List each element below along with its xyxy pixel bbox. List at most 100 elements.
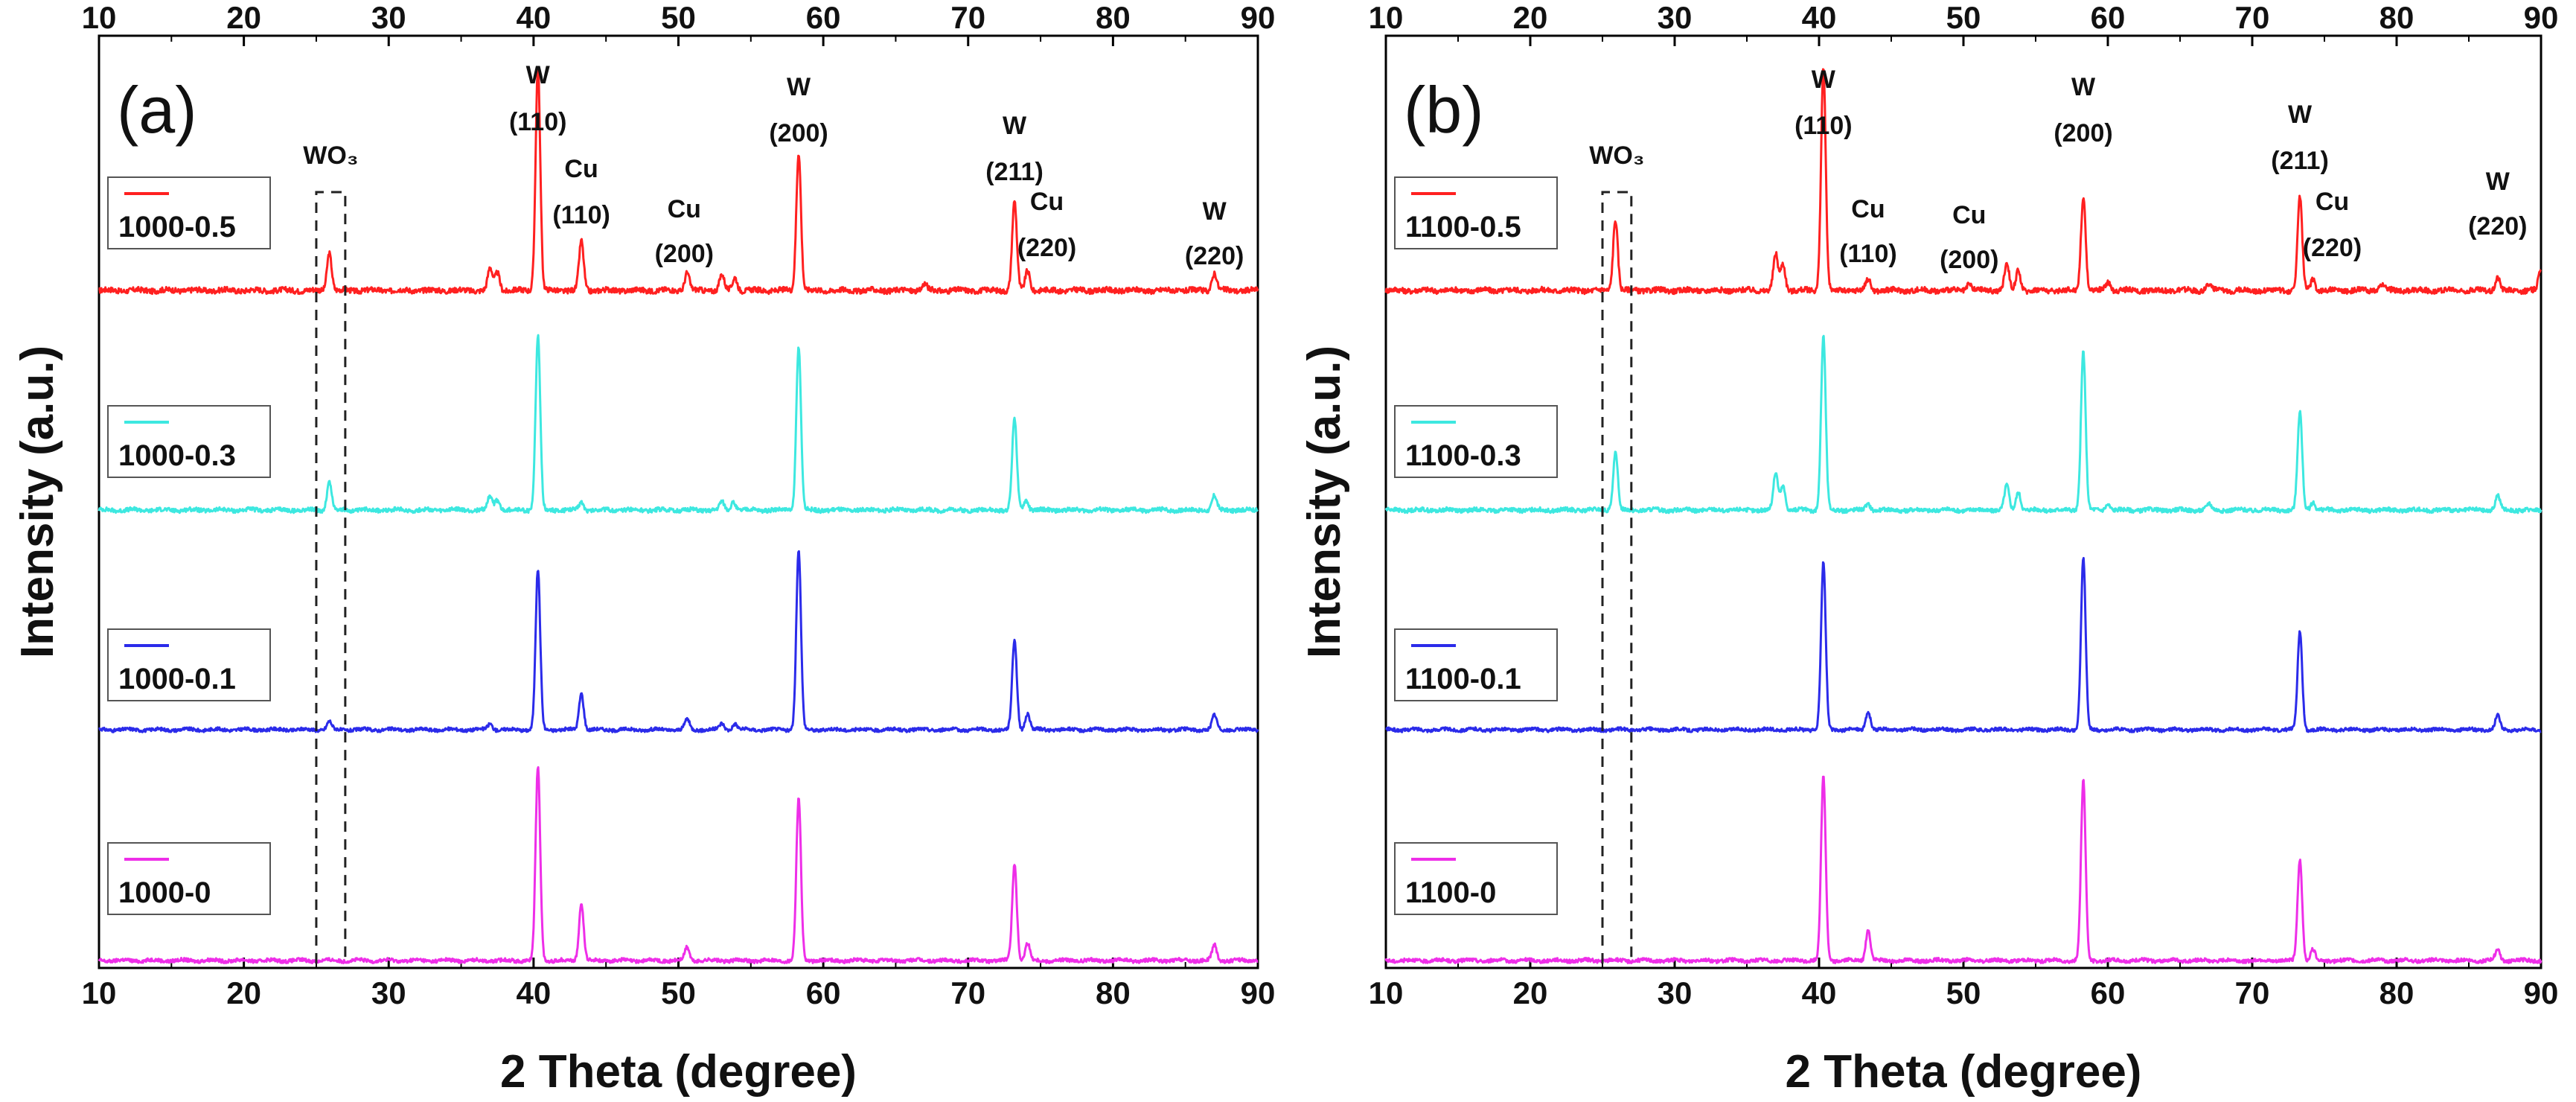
chart-panel-b: 10 10 20 20 30 30 40 40 50 50 60 60 70 70 80 80 90 90 2 Th… <box>1299 0 2558 1098</box>
legend-box <box>1394 628 1558 701</box>
legend-label: 1000-0.5 <box>118 211 236 243</box>
wo3-dashed-box <box>1601 191 1633 964</box>
peak-label-line1: W <box>1203 197 1227 226</box>
peak-label-line1: W <box>1003 112 1027 140</box>
peak-label-line1: Cu <box>564 155 598 183</box>
x-tick-label: 30 <box>1658 975 1693 1010</box>
x-tick-label: 10 <box>82 975 117 1010</box>
legend-label: 1000-0.1 <box>118 663 236 695</box>
peak-label-line1: W <box>2071 73 2096 101</box>
x-tick-label: 70 <box>2235 975 2270 1010</box>
series-line-1100-0.5 <box>1384 68 2542 296</box>
legend-1000-0.3: 1000-0.3 <box>107 405 271 478</box>
x-tick-label: 40 <box>1802 975 1837 1010</box>
legend-1100-0.1: 1100-0.1 <box>1394 628 1558 701</box>
peak-label-line2: (200) <box>655 240 714 268</box>
x-tick-label: 90 <box>2524 975 2559 1010</box>
series-line-1000-0.1 <box>98 550 1259 733</box>
x-axis-title: 2 Theta (degree) <box>500 1046 857 1098</box>
x-tick-label: 30 <box>371 975 406 1010</box>
peak-label-line1: W <box>2288 101 2313 129</box>
peak-label-line1: Cu <box>1952 201 1986 229</box>
legend-label: 1100-0.5 <box>1405 211 1521 243</box>
x-tick-label-top: 40 <box>1802 0 1837 35</box>
x-tick-label-top: 20 <box>226 0 261 35</box>
peak-label-line2: (110) <box>1839 240 1897 268</box>
legend-box <box>1394 842 1558 915</box>
legend-box <box>107 176 271 249</box>
x-tick-label: 50 <box>1946 975 1981 1010</box>
peak-label-line1: Cu <box>668 195 701 223</box>
series-line-1100-0.3 <box>1384 334 2543 515</box>
chart-panel-a: 10 10 20 20 30 30 40 40 50 50 60 60 70 70 80 80 90 90 2 Th… <box>12 0 1275 1098</box>
legend-box <box>107 405 271 478</box>
legend-label: 1000-0.3 <box>118 439 236 472</box>
peak-label-line1: W <box>787 73 811 101</box>
x-tick-label-top: 40 <box>517 0 552 35</box>
legend-label: 1100-0 <box>1405 876 1496 909</box>
legend-1100-0.5: 1100-0.5 <box>1394 176 1558 249</box>
legend-1100-0: 1100-0 <box>1394 842 1558 915</box>
x-tick-label: 60 <box>806 975 841 1010</box>
peak-label-line2: (200) <box>769 119 828 147</box>
x-tick-label-top: 90 <box>2524 0 2559 35</box>
peak-label-line2: (110) <box>509 108 567 136</box>
series-line-1100-0.1 <box>1385 557 2542 733</box>
panel-label: (b) <box>1404 73 1484 147</box>
legend-1000-0.1: 1000-0.1 <box>107 628 271 701</box>
legend-1000-0.5: 1000-0.5 <box>107 176 271 249</box>
series-line-1000-0 <box>98 766 1259 964</box>
series-line-1000-0.5 <box>98 67 1259 296</box>
peak-label-line2: (200) <box>1940 246 1998 274</box>
x-tick-label-top: 90 <box>1241 0 1276 35</box>
plot-frame <box>98 34 1259 969</box>
series-line-1000-0.3 <box>98 334 1259 515</box>
legend-label: 1100-0.3 <box>1405 439 1521 472</box>
legend-box <box>1394 176 1558 249</box>
legend-box <box>107 842 271 915</box>
x-tick-label-top: 80 <box>1096 0 1131 35</box>
peak-label-line1: W <box>1812 66 1836 94</box>
y-axis-title: Intensity (a.u.) <box>12 345 63 658</box>
legend-label: 1100-0.1 <box>1405 663 1521 695</box>
x-tick-label: 20 <box>226 975 261 1010</box>
x-tick-label-top: 50 <box>661 0 696 35</box>
x-tick-label-top: 70 <box>2235 0 2270 35</box>
x-tick-label: 40 <box>517 975 552 1010</box>
x-tick-label: 10 <box>1369 975 1404 1010</box>
peak-label-line2: (220) <box>2468 212 2527 241</box>
peak-label-line2: (200) <box>2054 119 2112 147</box>
peak-label-line2: (110) <box>552 201 610 229</box>
x-tick-label-top: 70 <box>950 0 985 35</box>
peak-label-line1: Cu <box>1851 195 1885 223</box>
peak-label-line1: Cu <box>2315 188 2349 216</box>
x-axis-ticks: 10 10 20 20 30 30 40 40 50 50 60 60 70 70 80 80 90 90 <box>82 0 1276 1010</box>
peak-label-line2: (211) <box>2271 147 2329 175</box>
peak-label-line2: (110) <box>1794 112 1853 140</box>
x-tick-label-top: 10 <box>82 0 117 35</box>
legend-box <box>1394 405 1558 478</box>
x-tick-label: 70 <box>950 975 985 1010</box>
wo3-dashed-box <box>315 191 347 964</box>
panel-label: (a) <box>117 73 197 147</box>
x-tick-label-top: 60 <box>2091 0 2126 35</box>
peak-label-line2: (220) <box>1017 234 1076 262</box>
series-line-1100-0 <box>1384 775 2543 964</box>
x-tick-label-top: 80 <box>2380 0 2414 35</box>
plot-frame <box>1384 34 2543 969</box>
x-axis-ticks: 10 10 20 20 30 30 40 40 50 50 60 60 70 70 80 80 90 90 <box>1369 0 2559 1010</box>
legend-1000-0: 1000-0 <box>107 842 271 915</box>
x-tick-label: 90 <box>1241 975 1276 1010</box>
x-axis-title: 2 Theta (degree) <box>1786 1046 2142 1098</box>
peak-label-line2: (220) <box>2303 234 2362 262</box>
x-tick-label-top: 20 <box>1513 0 1548 35</box>
x-tick-label: 20 <box>1513 975 1548 1010</box>
peak-label-line2: (211) <box>985 158 1043 186</box>
legend-box <box>107 628 271 701</box>
legend-1100-0.3: 1100-0.3 <box>1394 405 1558 478</box>
peak-label-line1: W <box>2486 168 2511 196</box>
x-tick-label: 60 <box>2091 975 2126 1010</box>
peak-label-line1: W <box>526 61 551 89</box>
x-tick-label-top: 30 <box>1658 0 1693 35</box>
